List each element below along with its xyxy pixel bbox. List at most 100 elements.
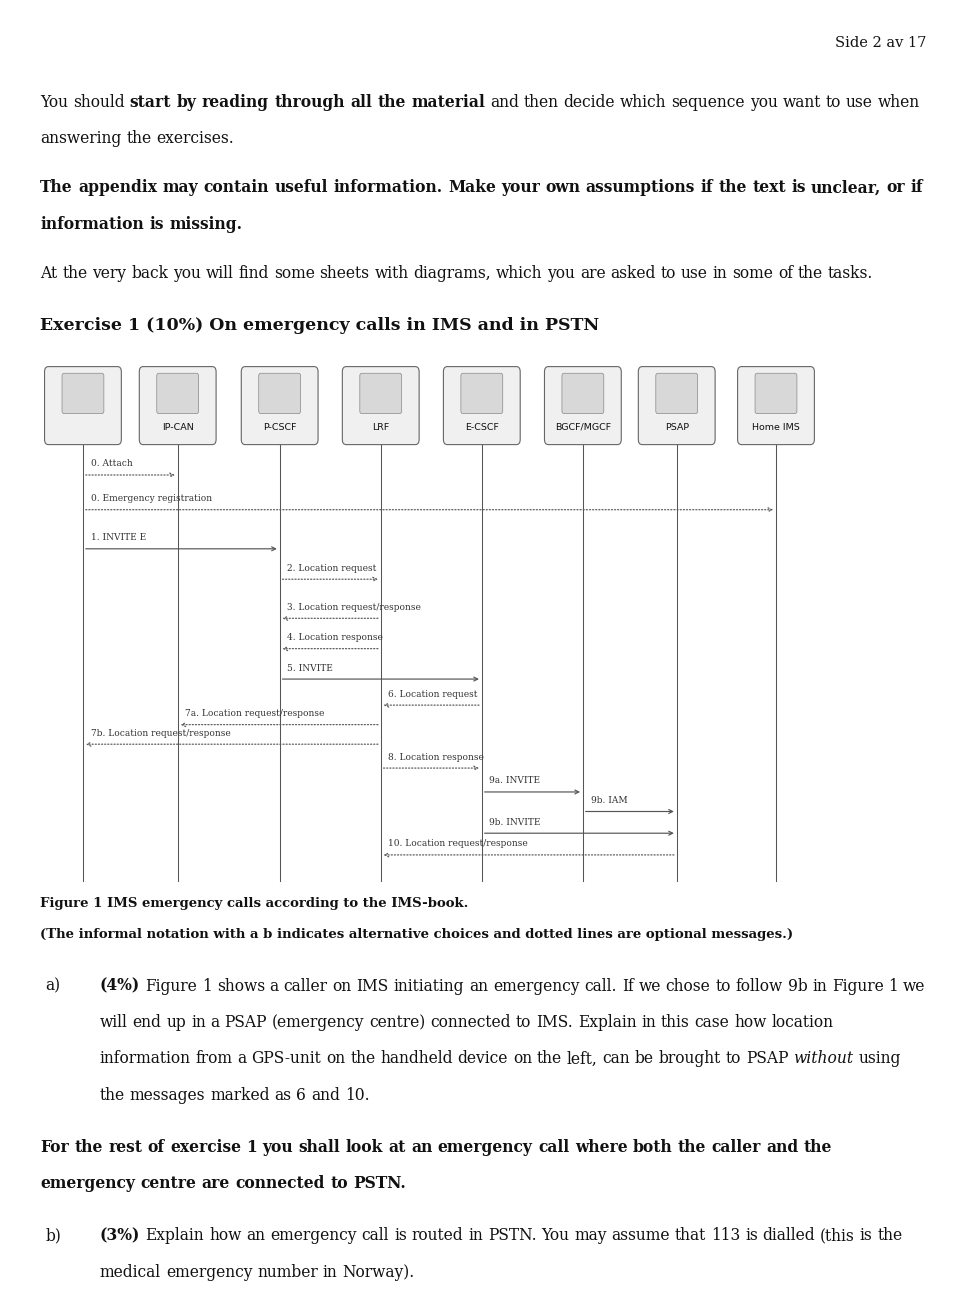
Text: marked: marked (210, 1087, 270, 1104)
Text: 4. Location response: 4. Location response (287, 633, 383, 642)
Text: material: material (411, 94, 485, 111)
Text: is: is (860, 1227, 873, 1244)
Text: you: you (547, 265, 575, 282)
Text: 10.: 10. (345, 1087, 370, 1104)
Text: in: in (191, 1014, 205, 1031)
Text: on: on (513, 1050, 532, 1067)
Text: how: how (209, 1227, 242, 1244)
Text: is: is (394, 1227, 407, 1244)
Text: which: which (620, 94, 666, 111)
Text: will: will (205, 265, 233, 282)
Text: BGCF/MGCF: BGCF/MGCF (555, 422, 611, 432)
Text: (4%): (4%) (100, 978, 140, 994)
Text: want: want (782, 94, 821, 111)
Text: and: and (766, 1139, 799, 1156)
FancyBboxPatch shape (241, 367, 318, 445)
Text: follow: follow (735, 978, 782, 994)
Text: P-CSCF: P-CSCF (263, 422, 297, 432)
Text: or: or (887, 179, 905, 196)
Text: are: are (580, 265, 606, 282)
Text: the: the (877, 1227, 902, 1244)
Text: asked: asked (611, 265, 656, 282)
Text: diagrams,: diagrams, (414, 265, 492, 282)
Text: in: in (713, 265, 728, 282)
Text: to: to (715, 978, 731, 994)
Text: 9a. INVITE: 9a. INVITE (490, 776, 540, 785)
Text: call.: call. (585, 978, 617, 994)
Text: information: information (100, 1050, 191, 1067)
Text: caller: caller (284, 978, 327, 994)
Text: an: an (247, 1227, 265, 1244)
Text: use: use (846, 94, 873, 111)
Text: (The informal notation with a b indicates alternative choices and dotted lines a: (The informal notation with a b indicate… (40, 928, 794, 941)
Text: on: on (326, 1050, 346, 1067)
Text: brought: brought (659, 1050, 721, 1067)
Text: and: and (490, 94, 518, 111)
Text: messages: messages (130, 1087, 205, 1104)
Text: E-CSCF: E-CSCF (465, 422, 499, 432)
Text: device: device (458, 1050, 508, 1067)
FancyBboxPatch shape (139, 367, 216, 445)
Text: own: own (545, 179, 581, 196)
Text: tasks.: tasks. (828, 265, 874, 282)
Text: Figure: Figure (832, 978, 883, 994)
Text: this: this (660, 1014, 689, 1031)
Text: to: to (826, 94, 841, 111)
Text: contain: contain (204, 179, 269, 196)
Text: in: in (641, 1014, 656, 1031)
Text: some: some (732, 265, 774, 282)
FancyBboxPatch shape (756, 373, 797, 413)
Text: an: an (411, 1139, 432, 1156)
Text: that: that (675, 1227, 707, 1244)
FancyBboxPatch shape (44, 367, 121, 445)
Text: answering: answering (40, 130, 122, 147)
Text: sequence: sequence (671, 94, 745, 111)
Text: without: without (794, 1050, 853, 1067)
Text: IMS.: IMS. (536, 1014, 573, 1031)
Text: reading: reading (202, 94, 269, 111)
Text: centre: centre (140, 1175, 197, 1192)
Text: information: information (40, 216, 144, 233)
Text: number: number (257, 1264, 318, 1280)
Text: Explain: Explain (578, 1014, 636, 1031)
Text: which: which (496, 265, 542, 282)
Text: the: the (100, 1087, 125, 1104)
Text: call: call (362, 1227, 389, 1244)
Text: are: are (202, 1175, 230, 1192)
Text: if: if (701, 179, 713, 196)
Text: case: case (694, 1014, 730, 1031)
Text: the: the (62, 265, 87, 282)
Text: to: to (330, 1175, 348, 1192)
Text: start: start (130, 94, 171, 111)
Text: 1. INVITE E: 1. INVITE E (90, 533, 146, 542)
Text: in: in (812, 978, 827, 994)
Text: a): a) (45, 978, 60, 994)
Text: left,: left, (566, 1050, 597, 1067)
FancyBboxPatch shape (544, 367, 621, 445)
Text: For: For (40, 1139, 69, 1156)
Text: 9b. INVITE: 9b. INVITE (490, 818, 541, 827)
Text: connected: connected (235, 1175, 324, 1192)
Text: text: text (753, 179, 786, 196)
FancyBboxPatch shape (62, 373, 104, 413)
Text: medical: medical (100, 1264, 161, 1280)
Text: Explain: Explain (146, 1227, 204, 1244)
Text: with: with (374, 265, 409, 282)
Text: emergency: emergency (40, 1175, 135, 1192)
Text: shall: shall (299, 1139, 340, 1156)
Text: Home IMS: Home IMS (752, 422, 800, 432)
Text: in: in (323, 1264, 338, 1280)
Text: is: is (150, 216, 164, 233)
Text: to: to (726, 1050, 741, 1067)
Text: appendix: appendix (79, 179, 157, 196)
FancyBboxPatch shape (444, 367, 520, 445)
Text: location: location (771, 1014, 833, 1031)
Text: (3%): (3%) (100, 1227, 140, 1244)
Text: using: using (858, 1050, 901, 1067)
Text: if: if (911, 179, 924, 196)
Text: 5. INVITE: 5. INVITE (287, 663, 333, 672)
Text: Norway).: Norway). (343, 1264, 415, 1280)
Text: at: at (388, 1139, 406, 1156)
Text: exercise: exercise (170, 1139, 241, 1156)
Text: 0. Emergency registration: 0. Emergency registration (90, 494, 212, 503)
